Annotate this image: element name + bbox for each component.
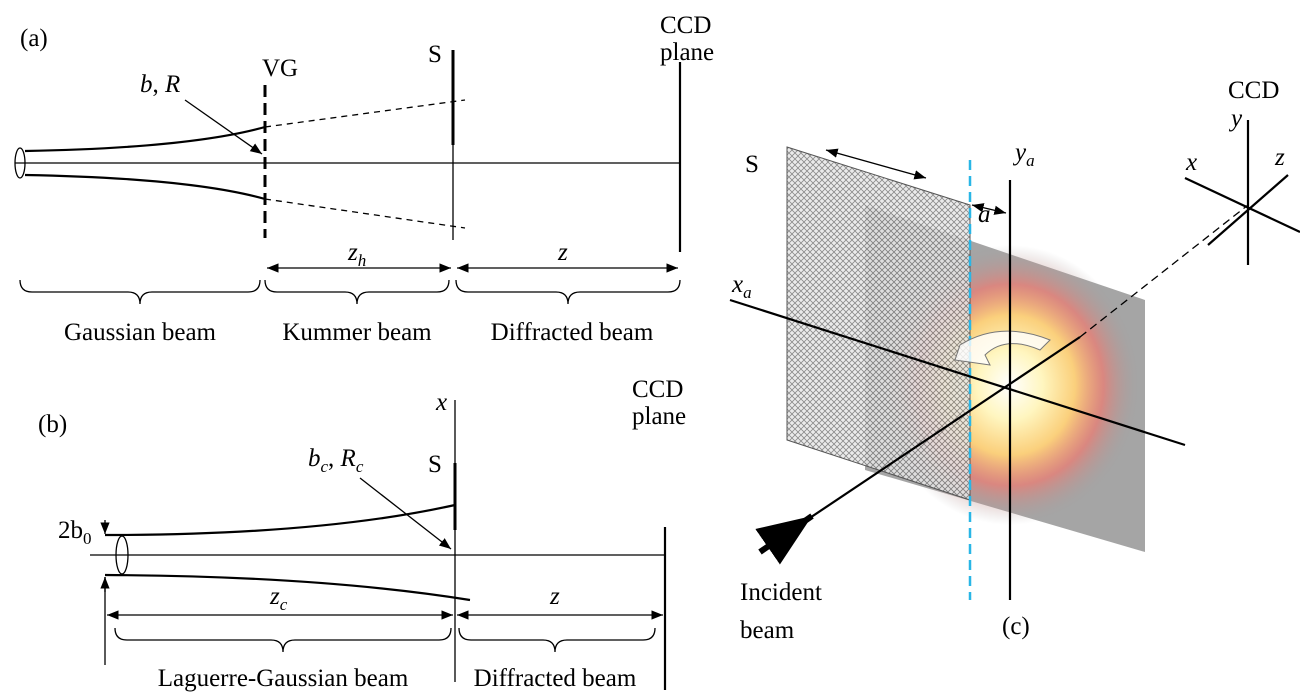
ccd-label: plane (632, 403, 686, 430)
subscript: c (280, 595, 288, 614)
symbol: x (731, 271, 743, 298)
brace (20, 280, 260, 304)
subscript: a (1026, 151, 1035, 170)
screen (787, 147, 970, 500)
distance-label: z (549, 583, 560, 610)
screen-label: S (428, 41, 442, 68)
panel-b: (b) x S CCD plane b c, Rc 2b0 zc z Laguer… (38, 376, 686, 692)
beam-edge-dashed (265, 199, 465, 228)
axis-label: y (1228, 105, 1243, 132)
axis-label: x (1185, 149, 1197, 176)
axis-label: x (435, 389, 447, 416)
beam-params: b, R (140, 71, 180, 98)
symbol: 2b (58, 517, 83, 544)
pointer-arrow (185, 100, 262, 154)
beam-edge (25, 175, 265, 199)
distance-label: zc (269, 583, 288, 614)
ccd-label: plane (660, 39, 714, 66)
panel-c: CCD y x z S a ya xa Incident beam (c) (730, 77, 1300, 644)
incident-arrow (760, 516, 812, 552)
separator: , (153, 71, 166, 98)
param: b (308, 445, 321, 472)
subscript: a (743, 283, 752, 302)
distance-label: zh (347, 239, 366, 270)
section-label: Diffracted beam (491, 319, 654, 346)
brace (456, 280, 680, 304)
distance-label: z (557, 239, 568, 266)
symbol: z (347, 239, 358, 266)
axis-label: ya (1012, 139, 1035, 170)
screen-label: S (428, 451, 442, 478)
beam-axis-dashed (1080, 205, 1248, 337)
brace (265, 280, 449, 304)
section-label: Laguerre-Gaussian beam (158, 665, 409, 692)
subscript: 0 (83, 529, 92, 548)
param: R (164, 71, 180, 98)
subscript: c (356, 457, 364, 476)
pointer-arrow (360, 478, 451, 549)
param: b (140, 71, 153, 98)
separator: , (328, 445, 341, 472)
subscript: h (358, 251, 367, 270)
section-label: Kummer beam (282, 319, 432, 346)
ccd-label: CCD (660, 12, 711, 39)
screen-label: S (745, 151, 759, 178)
axis-label: xa (731, 271, 752, 302)
offset-label: a (978, 201, 991, 228)
symbol: z (269, 583, 280, 610)
ccd-x-axis (1185, 178, 1300, 232)
beam-params: bc, Rc (308, 445, 364, 476)
grating-label: VG (262, 55, 298, 82)
brace (115, 628, 451, 652)
ccd-label: CCD (632, 376, 683, 403)
brace (459, 628, 655, 652)
beam-edge-dashed (265, 100, 465, 127)
incident-label: beam (740, 617, 795, 644)
axis-label: z (1274, 144, 1285, 171)
section-label: Gaussian beam (64, 319, 217, 346)
waist-label: 2b0 (58, 517, 92, 548)
panel-label: (b) (38, 411, 67, 438)
figure: (a) VG S CCD plane b, R zh z Gaussian be… (0, 0, 1300, 693)
ccd-label: CCD (1228, 77, 1279, 104)
beam-edge (105, 575, 470, 600)
panel-label: (a) (20, 25, 48, 52)
beam-edge (105, 505, 455, 535)
incident-label: Incident (740, 579, 822, 606)
section-label: Diffracted beam (474, 665, 637, 692)
symbol: y (1012, 139, 1027, 166)
panel-a: (a) VG S CCD plane b, R zh z Gaussian be… (15, 12, 714, 346)
panel-label: (c) (1002, 613, 1030, 640)
page: {"panel_a": {"label": "(a)", "ccd_label"… (0, 0, 1300, 693)
param: R (340, 445, 356, 472)
